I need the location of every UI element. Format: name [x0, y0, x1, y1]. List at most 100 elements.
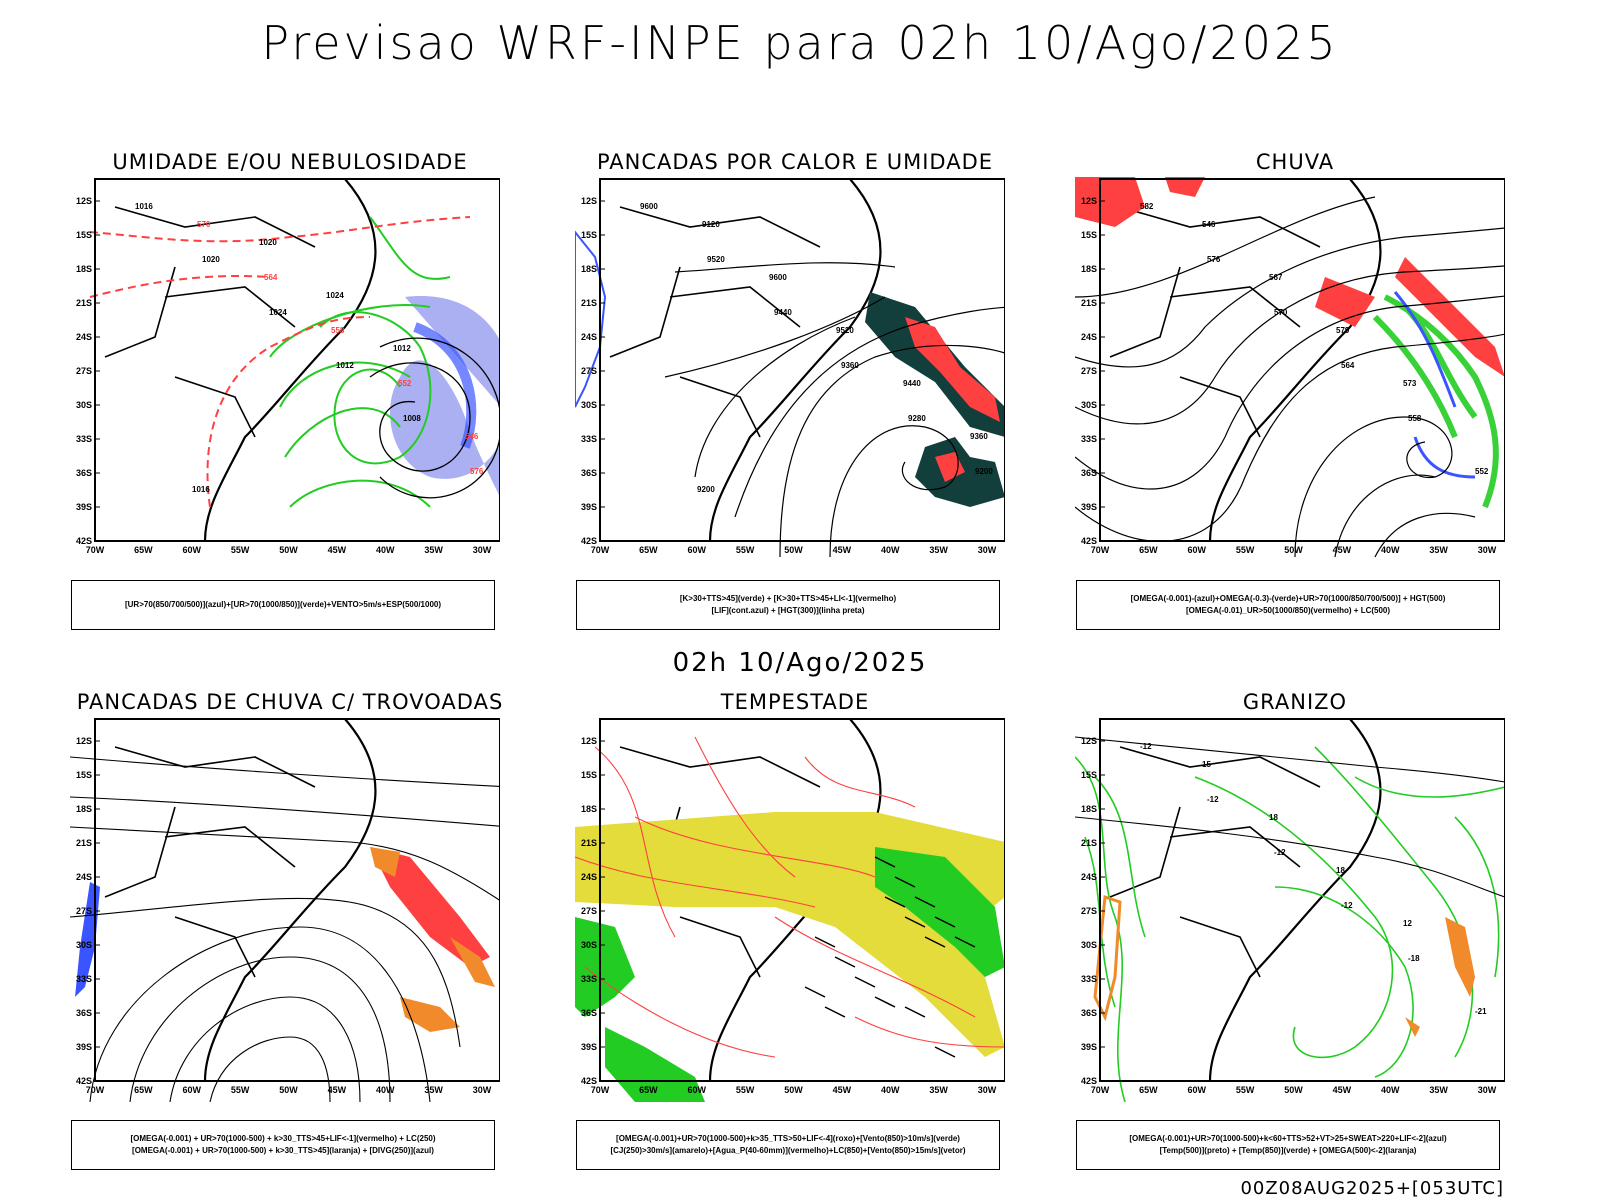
lon-tick-label: 40W — [376, 545, 395, 555]
map-chuva[interactable]: 582 576 570 564 558 552 546 567 579 573 12S 15S 18S… — [1074, 177, 1516, 562]
country-borders — [1109, 746, 1321, 978]
lat-tick-label: 36S — [1081, 468, 1097, 478]
lon-tick-label: 35W — [1429, 545, 1448, 555]
lon-tick-label: 40W — [376, 1085, 395, 1095]
lon-tick-label: 35W — [929, 545, 948, 555]
lon-tick-label: 60W — [687, 1085, 706, 1095]
lat-tick-label: 12S — [76, 196, 92, 206]
lon-tick-label: 55W — [736, 545, 755, 555]
contour-label: 15 — [1202, 760, 1211, 769]
lon-tick-label: 60W — [182, 545, 201, 555]
lon-tick-label: 40W — [881, 545, 900, 555]
granizo-fields — [1074, 736, 1506, 1103]
pancadas-calor-fields — [574, 229, 1016, 558]
map-umidade[interactable]: 1016 1020 1024 1012 1008 576 570 564 558 552 546 10… — [70, 177, 512, 562]
panel-legend: [OMEGA(-0.001) + UR>70(1000-500) + k>30_… — [71, 1120, 495, 1170]
panel-title: TEMPESTADE — [720, 690, 870, 714]
contour-label: 576 — [1207, 255, 1221, 264]
lon-tick-label: 60W — [1187, 1085, 1206, 1095]
lon-tick-label: 30W — [978, 545, 997, 555]
lon-tick-label: 45W — [833, 1085, 852, 1095]
lat-tick-label: 33S — [1081, 434, 1097, 444]
contour-label: 9280 — [908, 414, 926, 423]
lat-tick-label: 24S — [1081, 872, 1097, 882]
lat-tick-label: 12S — [581, 196, 597, 206]
map-tempestade[interactable]: 12S 15S 18S 21S 24S 27S 30S 33S 36S 39S 42S 70W 65W 6… — [574, 717, 1006, 1102]
lon-tick-label: 30W — [978, 1085, 997, 1095]
panel-legend: [OMEGA(-0.001)+UR>70(1000-500)+k<60+TTS>… — [1076, 1120, 1500, 1170]
lat-tick-label: 30S — [581, 940, 597, 950]
country-borders — [104, 206, 316, 438]
map-trovoadas[interactable]: 12S 15S 18S 21S 24S 27S 30S 33S 36S 39S 42S 70W 65W 6… — [69, 717, 511, 1103]
lon-tick-label: 70W — [591, 1085, 610, 1095]
panel-trovoadas: PANCADAS DE CHUVA C/ TROVOADAS 12S 15S 18S… — [69, 690, 511, 1180]
lon-tick-label: 35W — [424, 1085, 443, 1095]
model-run-label: 00Z08AUG2025+[053UTC] — [1240, 1178, 1504, 1199]
lon-tick-label: 30W — [1478, 1085, 1497, 1095]
contour-label: 9360 — [970, 432, 988, 441]
lat-tick-label: 42S — [581, 536, 597, 546]
lat-tick-label: 42S — [1081, 536, 1097, 546]
lat-tick-label: 21S — [76, 838, 92, 848]
coastline — [708, 178, 882, 542]
main-title: Previsao WRF-INPE para 02h 10/Ago/2025 — [261, 16, 1339, 70]
legend-line: [OMEGA(-0.001)+UR>70(1000-500)+k<60+TTS>… — [1129, 1134, 1447, 1143]
panel-title: UMIDADE E/OU NEBULOSIDADE — [112, 150, 468, 174]
lat-tick-label: 33S — [581, 974, 597, 984]
lat-tick-label: 42S — [1081, 1076, 1097, 1086]
lon-tick-label: 55W — [231, 1085, 250, 1095]
contour-label: 564 — [1341, 361, 1355, 370]
lon-tick-label: 50W — [279, 545, 298, 555]
contour-label: 12 — [1403, 919, 1412, 928]
lon-tick-label: 35W — [1429, 1085, 1448, 1095]
contour-label: 570 — [197, 220, 211, 229]
lon-tick-label: 70W — [1091, 545, 1110, 555]
map-granizo[interactable]: -12 -12 -12 -12 -18 -21 15 18 18 12 12S 15S 18S 21S 2… — [1074, 717, 1506, 1103]
legend-line: [OMEGA(-0.001)+UR>70(1000-500)+k>35_TTS>… — [616, 1134, 960, 1143]
legend-line: [CJ(250)>30m/s](amarelo)+[Agua_P(40-60mm… — [610, 1146, 966, 1155]
contour-label: -12 — [1207, 795, 1219, 804]
lat-tick-label: 30S — [581, 400, 597, 410]
map-frame — [94, 178, 501, 542]
legend-line: [LIF](cont.azul) + [HGT(300)](linha pret… — [711, 606, 865, 615]
contour-label: 9520 — [707, 255, 725, 264]
lon-tick-label: 55W — [231, 545, 250, 555]
lon-tick-label: 50W — [1284, 1085, 1303, 1095]
lat-tick-label: 18S — [1081, 804, 1097, 814]
lat-tick-label: 15S — [1081, 770, 1097, 780]
country-borders — [104, 746, 316, 978]
lat-tick-label: 15S — [76, 230, 92, 240]
contour-label: 18 — [1269, 813, 1278, 822]
lon-tick-label: 70W — [1091, 1085, 1110, 1095]
lon-tick-label: 40W — [1381, 1085, 1400, 1095]
lat-tick-label: 12S — [1081, 736, 1097, 746]
contour-label: -12 — [1140, 742, 1152, 751]
chuva-fields — [1074, 177, 1516, 558]
lat-tick-label: 36S — [581, 468, 597, 478]
lat-tick-label: 30S — [76, 400, 92, 410]
legend-line: [OMEGA(-0.001)-(azul)+OMEGA(-0.3)-(verde… — [1130, 594, 1446, 603]
panel-legend: [OMEGA(-0.001)-(azul)+OMEGA(-0.3)-(verde… — [1076, 580, 1500, 630]
lat-tick-label: 39S — [76, 502, 92, 512]
panel-legend: [UR>70(850/700/500)](azul)+[UR>70(1000/8… — [71, 580, 495, 630]
lat-tick-label: 36S — [76, 1008, 92, 1018]
contour-label: -12 — [1341, 901, 1353, 910]
contour-label: 9120 — [702, 220, 720, 229]
contour-label: 1012 — [336, 361, 354, 370]
country-borders — [609, 206, 821, 438]
contour-label: 567 — [1269, 273, 1283, 282]
lon-tick-label: 60W — [687, 545, 706, 555]
contour-label: 1020 — [259, 238, 277, 247]
lat-tick-label: 36S — [76, 468, 92, 478]
lon-tick-label: 65W — [1139, 1085, 1158, 1095]
contour-label: -21 — [1475, 1007, 1487, 1016]
lon-tick-label: 55W — [1236, 545, 1255, 555]
contour-label: 9600 — [769, 273, 787, 282]
contour-label: 9200 — [975, 467, 993, 476]
panel-chuva: CHUVA 582 576 570 564 558 552 546 567 579 573 12S… — [1074, 150, 1516, 640]
contour-label: 1016 — [192, 485, 210, 494]
map-pancadas-calor[interactable]: 9600 9520 9440 9360 9280 9200 9120 9600 9520 9440… — [574, 177, 1016, 562]
lat-tick-label: 27S — [581, 906, 597, 916]
lat-tick-label: 27S — [1081, 906, 1097, 916]
lat-tick-label: 15S — [581, 230, 597, 240]
